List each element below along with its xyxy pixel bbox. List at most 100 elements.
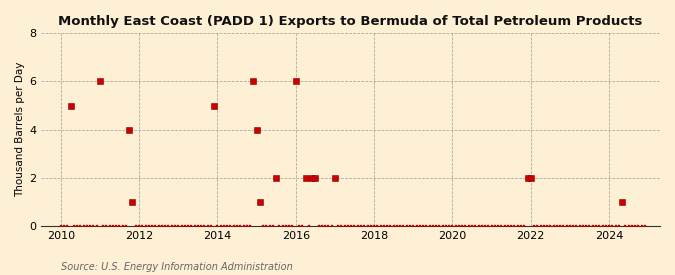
Point xyxy=(294,224,304,228)
Point xyxy=(59,224,70,228)
Point xyxy=(340,224,350,228)
Point xyxy=(395,224,406,228)
Point xyxy=(72,224,82,228)
Point xyxy=(548,224,559,228)
Point xyxy=(140,224,151,228)
Point xyxy=(568,224,578,228)
Point xyxy=(447,224,458,228)
Point xyxy=(352,224,363,228)
Point xyxy=(251,127,262,132)
Point xyxy=(232,224,242,228)
Point xyxy=(205,224,216,228)
Point xyxy=(466,224,477,228)
Point xyxy=(640,224,651,228)
Point xyxy=(150,224,161,228)
Point xyxy=(483,224,493,228)
Point xyxy=(388,224,399,228)
Point xyxy=(228,224,239,228)
Point xyxy=(584,224,595,228)
Point xyxy=(460,224,471,228)
Point xyxy=(267,224,278,228)
Point xyxy=(176,224,187,228)
Point xyxy=(402,224,412,228)
Point xyxy=(196,224,207,228)
Point xyxy=(95,79,105,84)
Point xyxy=(248,79,259,84)
Point xyxy=(408,224,418,228)
Point xyxy=(398,224,409,228)
Point xyxy=(277,224,288,228)
Point xyxy=(529,224,539,228)
Point xyxy=(238,224,249,228)
Point xyxy=(55,224,66,228)
Point xyxy=(313,224,324,228)
Point xyxy=(180,224,190,228)
Point xyxy=(404,224,415,228)
Point xyxy=(470,224,481,228)
Point xyxy=(290,79,301,84)
Point xyxy=(349,224,360,228)
Point xyxy=(512,224,523,228)
Point xyxy=(519,224,530,228)
Point xyxy=(336,224,347,228)
Point xyxy=(450,224,461,228)
Point xyxy=(192,224,203,228)
Point xyxy=(254,200,265,204)
Point xyxy=(163,224,174,228)
Point xyxy=(261,224,272,228)
Point xyxy=(329,175,340,180)
Point xyxy=(212,224,223,228)
Point xyxy=(144,224,155,228)
Point xyxy=(443,224,454,228)
Point xyxy=(369,224,379,228)
Point xyxy=(225,224,236,228)
Point xyxy=(202,224,213,228)
Point xyxy=(244,224,255,228)
Point xyxy=(134,224,144,228)
Point xyxy=(284,224,294,228)
Point xyxy=(463,224,474,228)
Point xyxy=(614,224,624,228)
Point xyxy=(111,224,122,228)
Point xyxy=(532,224,543,228)
Point xyxy=(281,224,292,228)
Point xyxy=(558,224,569,228)
Point xyxy=(603,224,614,228)
Point xyxy=(160,224,171,228)
Point xyxy=(271,175,281,180)
Point xyxy=(264,224,275,228)
Point xyxy=(441,224,452,228)
Point xyxy=(88,224,99,228)
Point xyxy=(489,224,500,228)
Point xyxy=(326,224,337,228)
Point xyxy=(365,224,376,228)
Point xyxy=(242,224,252,228)
Point xyxy=(616,200,627,204)
Point xyxy=(516,224,526,228)
Point xyxy=(75,224,86,228)
Point xyxy=(310,175,321,180)
Point xyxy=(620,224,631,228)
Point xyxy=(114,224,125,228)
Point xyxy=(107,224,118,228)
Point xyxy=(421,224,432,228)
Point xyxy=(343,224,354,228)
Point xyxy=(555,224,566,228)
Point xyxy=(601,224,612,228)
Point xyxy=(564,224,575,228)
Point xyxy=(258,224,269,228)
Point xyxy=(473,224,484,228)
Point xyxy=(480,224,491,228)
Point xyxy=(630,224,641,228)
Point xyxy=(457,224,468,228)
Point xyxy=(362,224,373,228)
Point xyxy=(359,224,370,228)
Point xyxy=(500,224,510,228)
Point xyxy=(372,224,383,228)
Point xyxy=(392,224,402,228)
Point xyxy=(561,224,572,228)
Point xyxy=(105,224,115,228)
Point xyxy=(307,175,318,180)
Point xyxy=(146,224,157,228)
Point xyxy=(637,224,647,228)
